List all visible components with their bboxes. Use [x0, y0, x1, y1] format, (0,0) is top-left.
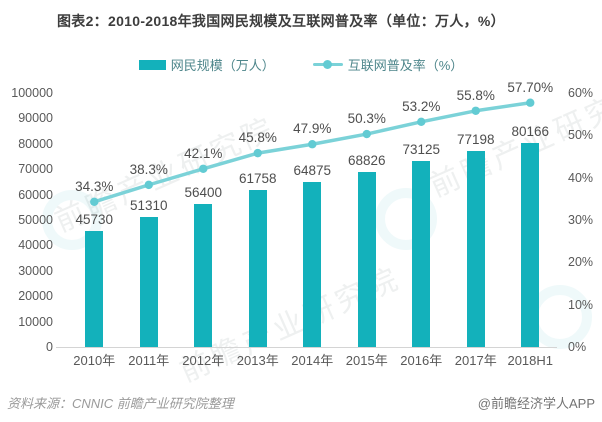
bar	[466, 150, 485, 347]
footer: 资料来源：CNNIC 前瞻产业研究院整理 @前瞻经济学人APP	[0, 393, 602, 413]
x-axis-label: 2015年	[345, 353, 388, 368]
bar	[303, 182, 322, 347]
right-axis-tick: 40%	[568, 170, 594, 185]
x-axis-label: 2011年	[128, 353, 170, 368]
left-axis-tick: 50000	[18, 213, 53, 227]
legend-item-penetration-rate[interactable]: 互联网普及率（%）	[312, 55, 464, 74]
left-axis-tick: 60000	[18, 187, 53, 202]
line-value-label: 57.70%	[507, 79, 554, 95]
line-marker	[308, 140, 317, 149]
line-swatch-marker-icon	[322, 60, 332, 69]
line-marker	[526, 98, 535, 107]
line-marker	[199, 164, 208, 173]
bar-value-label: 56400	[184, 184, 223, 200]
line-marker	[471, 106, 480, 115]
line-value-label: 55.8%	[456, 87, 495, 103]
right-axis-tick: 30%	[568, 213, 594, 227]
bar	[139, 216, 158, 347]
legend-item-netizen-scale[interactable]: 网民规模（万人）	[138, 55, 275, 74]
left-axis-tick: 0	[46, 340, 53, 354]
source-note: 资料来源：CNNIC 前瞻产业研究院整理	[7, 396, 234, 411]
bar-value-label: 80166	[511, 124, 550, 140]
bar-series-swatch	[138, 59, 166, 70]
chart-title: 图表2：2010-2018年我国网民规模及互联网普及率（单位：万人，%）	[57, 13, 505, 29]
x-axis-label: 2017年	[454, 353, 497, 368]
bar	[357, 172, 376, 347]
bar	[412, 161, 431, 347]
legend-label: 互联网普及率（%）	[347, 58, 464, 73]
line-value-label: 34.3%	[75, 178, 114, 194]
x-axis-label: 2013年	[236, 353, 279, 368]
right-axis-tick: 60%	[568, 86, 594, 100]
left-axis-tick: 80000	[18, 136, 53, 151]
line-marker	[362, 129, 371, 139]
right-axis-tick: 0%	[568, 340, 587, 354]
x-axis-label: 2012年	[182, 353, 225, 368]
line-value-label: 38.3%	[129, 161, 168, 177]
line-series-swatch	[312, 60, 343, 70]
x-axis-label: 2010年	[73, 353, 116, 368]
bar	[85, 230, 104, 347]
left-axis-tick: 100000	[11, 86, 53, 100]
line-marker	[417, 117, 426, 126]
left-axis-tick: 70000	[18, 162, 53, 177]
right-axis-tick: 20%	[568, 255, 594, 270]
right-axis-tick: 10%	[568, 297, 594, 312]
left-axis-tick: 30000	[18, 263, 53, 278]
bar	[248, 190, 267, 347]
x-axis-label: 2014年	[291, 353, 334, 368]
x-axis-line	[56, 347, 557, 348]
line-marker	[144, 180, 153, 190]
line-marker	[253, 148, 262, 158]
line-value-label: 42.1%	[184, 145, 223, 161]
left-axis-tick: 40000	[18, 238, 53, 253]
bar	[194, 203, 213, 347]
credit-note: @前瞻经济学人APP	[477, 396, 595, 411]
bar	[521, 143, 540, 347]
legend-label: 网民规模（万人）	[170, 58, 275, 73]
legend: 网民规模（万人） 互联网普及率（%）	[0, 55, 602, 74]
x-axis-label: 2016年	[400, 353, 443, 368]
bar-value-label: 45730	[75, 211, 114, 227]
left-axis-tick: 90000	[18, 111, 53, 126]
x-axis-label: 2018H1	[507, 353, 554, 368]
left-axis-tick: 20000	[18, 289, 53, 304]
left-axis-tick: 10000	[18, 314, 53, 329]
line-marker	[90, 197, 99, 206]
right-axis-tick: 50%	[568, 128, 594, 143]
